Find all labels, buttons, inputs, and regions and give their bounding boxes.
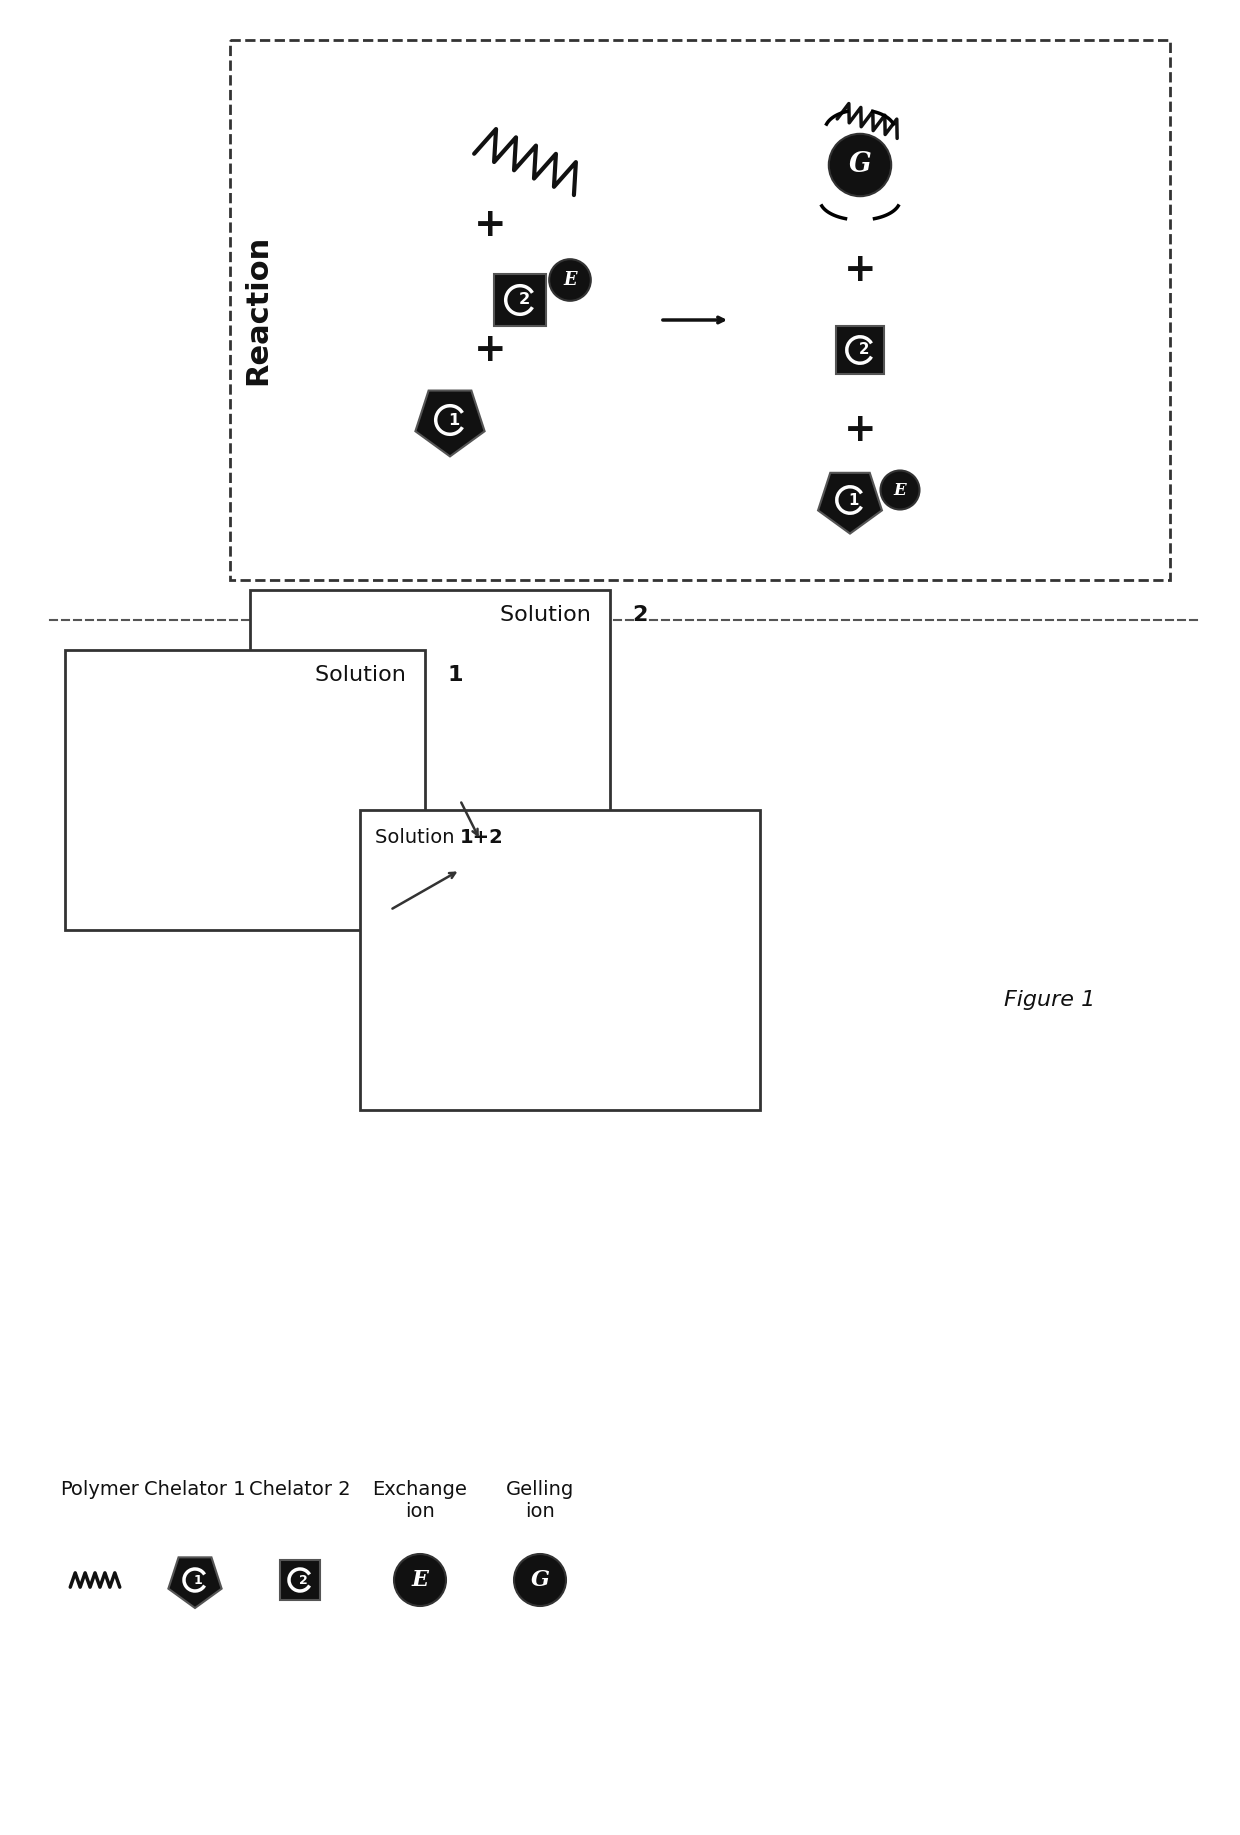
Text: Reaction: Reaction (243, 235, 273, 385)
Polygon shape (609, 962, 651, 1002)
Text: Figure 1: Figure 1 (1004, 991, 1096, 1009)
Polygon shape (296, 740, 343, 785)
Text: 2: 2 (559, 1035, 565, 1044)
Text: 1+2: 1+2 (460, 828, 503, 848)
Bar (250, 591, 610, 870)
Polygon shape (684, 925, 715, 956)
Text: 1: 1 (629, 974, 636, 985)
Text: 1: 1 (848, 492, 859, 508)
Text: G: G (532, 960, 548, 980)
Circle shape (549, 259, 590, 301)
Text: 2: 2 (699, 936, 706, 945)
Text: +: + (843, 251, 877, 288)
Text: Chelator 2: Chelator 2 (249, 1481, 351, 1499)
Text: 2: 2 (518, 292, 529, 308)
Polygon shape (415, 391, 485, 457)
Polygon shape (544, 1024, 575, 1055)
Bar (64, 650, 425, 930)
Text: Solution: Solution (374, 828, 461, 848)
Text: +: + (843, 411, 877, 450)
Text: 1: 1 (474, 1044, 481, 1055)
Text: Solution: Solution (315, 664, 413, 684)
Circle shape (828, 134, 892, 196)
Polygon shape (495, 273, 546, 327)
Text: 2: 2 (299, 1573, 308, 1587)
Text: 2: 2 (714, 1015, 720, 1026)
Polygon shape (699, 1004, 730, 1035)
Text: G: G (631, 1050, 649, 1070)
Circle shape (616, 1037, 663, 1083)
Text: 1: 1 (198, 835, 207, 844)
Text: G: G (531, 1569, 549, 1591)
Text: G: G (848, 152, 872, 178)
Text: 1: 1 (459, 916, 466, 925)
Text: +: + (474, 206, 506, 244)
Text: Gelling
ion: Gelling ion (506, 1481, 574, 1521)
Polygon shape (169, 1558, 222, 1607)
Circle shape (394, 1554, 446, 1606)
Circle shape (515, 1554, 565, 1606)
Text: 1: 1 (449, 413, 460, 428)
Text: Polymer: Polymer (61, 1481, 139, 1499)
Polygon shape (439, 901, 481, 943)
Text: 1: 1 (319, 754, 326, 765)
Circle shape (880, 470, 920, 510)
Text: Exchange
ion: Exchange ion (372, 1481, 467, 1521)
Text: 1: 1 (448, 664, 463, 684)
Circle shape (517, 947, 563, 993)
Text: 2: 2 (498, 725, 507, 736)
Polygon shape (303, 683, 337, 717)
Text: Solution: Solution (500, 606, 598, 626)
Polygon shape (342, 773, 378, 807)
Text: E: E (563, 272, 577, 288)
Text: 2: 2 (358, 785, 367, 795)
Text: 2: 2 (858, 343, 869, 358)
Text: 2: 2 (319, 695, 326, 705)
Polygon shape (176, 820, 224, 864)
Polygon shape (117, 719, 164, 765)
Bar (229, 40, 1171, 580)
Text: +: + (474, 330, 506, 369)
Text: 2: 2 (632, 606, 649, 626)
Text: 1: 1 (139, 736, 146, 745)
Polygon shape (818, 473, 882, 534)
Bar (360, 809, 760, 1110)
Text: E: E (412, 1569, 429, 1591)
Text: Chelator 1: Chelator 1 (144, 1481, 246, 1499)
Text: 1: 1 (193, 1573, 202, 1587)
Polygon shape (482, 712, 518, 749)
Polygon shape (836, 327, 884, 374)
Polygon shape (454, 1031, 496, 1072)
Polygon shape (280, 1560, 320, 1600)
Text: E: E (894, 481, 906, 499)
